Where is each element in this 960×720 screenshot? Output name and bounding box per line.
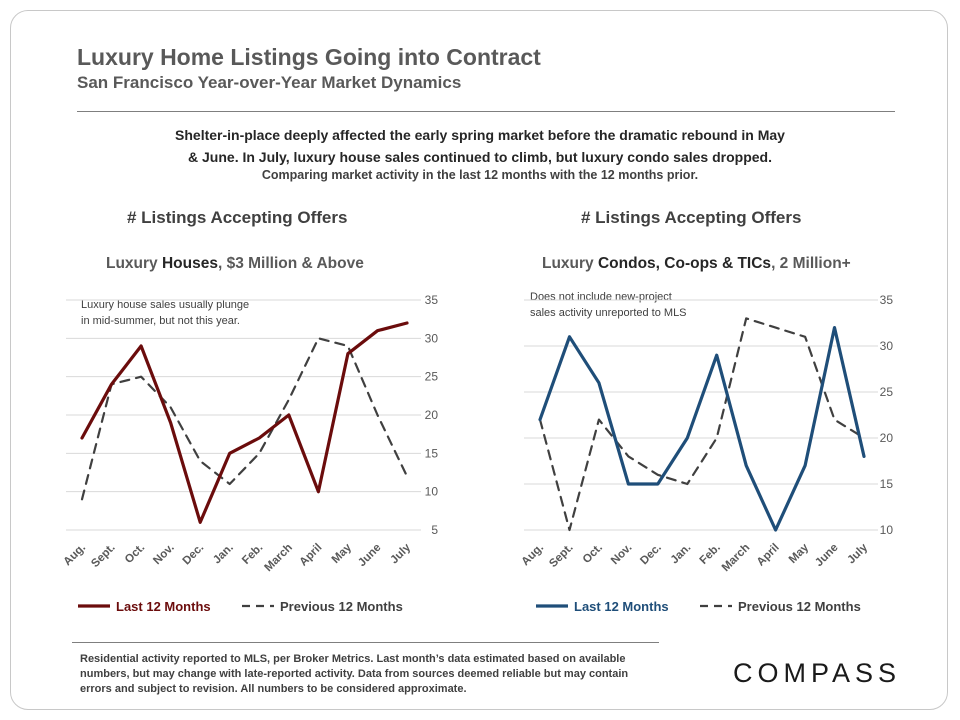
right-sub-prefix: Luxury [542, 255, 598, 272]
left-chart-heading: # Listings Accepting Offers [127, 208, 348, 227]
page-title: Luxury Home Listings Going into Contract [77, 44, 541, 70]
right-x-tick-label: July [845, 541, 870, 566]
right-x-tick-label: March [720, 542, 752, 574]
left-note-line-2: in mid-summer, but not this year. [81, 315, 240, 327]
right-chart-subtitle: Luxury Condos, Co-ops & TICs, 2 Million+ [542, 255, 851, 273]
left-note-line-1: Luxury house sales usually plunge [81, 299, 250, 311]
left-y-tick-label: 10 [425, 485, 439, 499]
right-x-tick-label: April [755, 542, 782, 569]
right-legend-label-last-12-months: Last 12 Months [574, 599, 669, 614]
right-x-tick-label: June [813, 542, 840, 569]
slide-frame [10, 10, 948, 710]
right-y-tick-label: 30 [880, 339, 894, 353]
right-legend-label-previous-12-months: Previous 12 Months [738, 599, 861, 614]
summary-line-2: & June. In July, luxury house sales cont… [188, 149, 772, 165]
left-sub-emphasis: Houses [161, 255, 218, 272]
right-chart-heading: # Listings Accepting Offers [581, 208, 802, 227]
left-sub-prefix: Luxury [106, 255, 162, 272]
right-sub-emphasis: Condos, Co-ops & TICs [597, 255, 772, 272]
left-series-last-12-months [80, 321, 409, 524]
summary-text: Shelter-in-place deeply affected the ear… [100, 124, 860, 168]
right-y-tick-label: 35 [880, 293, 894, 307]
right-y-tick-label: 10 [880, 523, 894, 537]
right-x-tick-label: Aug. [520, 542, 547, 569]
left-chart-subtitle: Luxury Houses, $3 Million & Above [106, 255, 364, 273]
right-series-last-12-months [538, 326, 866, 532]
right-note-line-2: sales activity unreported to MLS [530, 307, 687, 319]
right-x-tick-label: Dec. [638, 542, 664, 568]
left-legend-label-previous-12-months: Previous 12 Months [280, 599, 403, 614]
right-y-tick-label: 20 [880, 431, 894, 445]
left-y-tick-label: 15 [425, 446, 439, 460]
right-y-tick-label: 25 [880, 385, 894, 399]
right-x-tick-label: Oct. [581, 542, 605, 566]
left-sub-suffix: , $3 Million & Above [217, 255, 364, 272]
left-legend-label-last-12-months: Last 12 Months [116, 599, 211, 614]
right-x-tick-label: May [787, 541, 812, 566]
left-y-tick-label: 30 [425, 331, 439, 345]
compass-logo: COMPASS [733, 658, 902, 688]
right-x-tick-label: Jan. [669, 542, 694, 567]
right-y-tick-label: 15 [880, 477, 894, 491]
left-y-tick-label: 35 [425, 293, 439, 307]
page-subtitle: San Francisco Year-over-Year Market Dyna… [77, 73, 462, 92]
footer-divider [72, 642, 659, 643]
header-divider [77, 111, 895, 112]
footer-disclaimer: Residential activity reported to MLS, pe… [80, 653, 629, 695]
summary-note: Comparing market activity in the last 12… [261, 168, 699, 182]
right-x-tick-label: Sept. [547, 542, 575, 570]
left-y-tick-label: 20 [425, 408, 439, 422]
left-y-tick-label: 25 [425, 370, 439, 384]
right-x-tick-label: Nov. [609, 542, 635, 568]
right-x-tick-label: Feb. [698, 542, 723, 567]
left-series-previous-12-months [80, 337, 409, 501]
summary-line-1: Shelter-in-place deeply affected the ear… [175, 127, 785, 143]
left-y-tick-label: 5 [431, 523, 438, 537]
left-chart-note: Luxury house sales usually plunge in mid… [81, 297, 249, 329]
right-sub-suffix: , 2 Million+ [771, 255, 851, 272]
right-series-previous-12-months [538, 317, 866, 532]
